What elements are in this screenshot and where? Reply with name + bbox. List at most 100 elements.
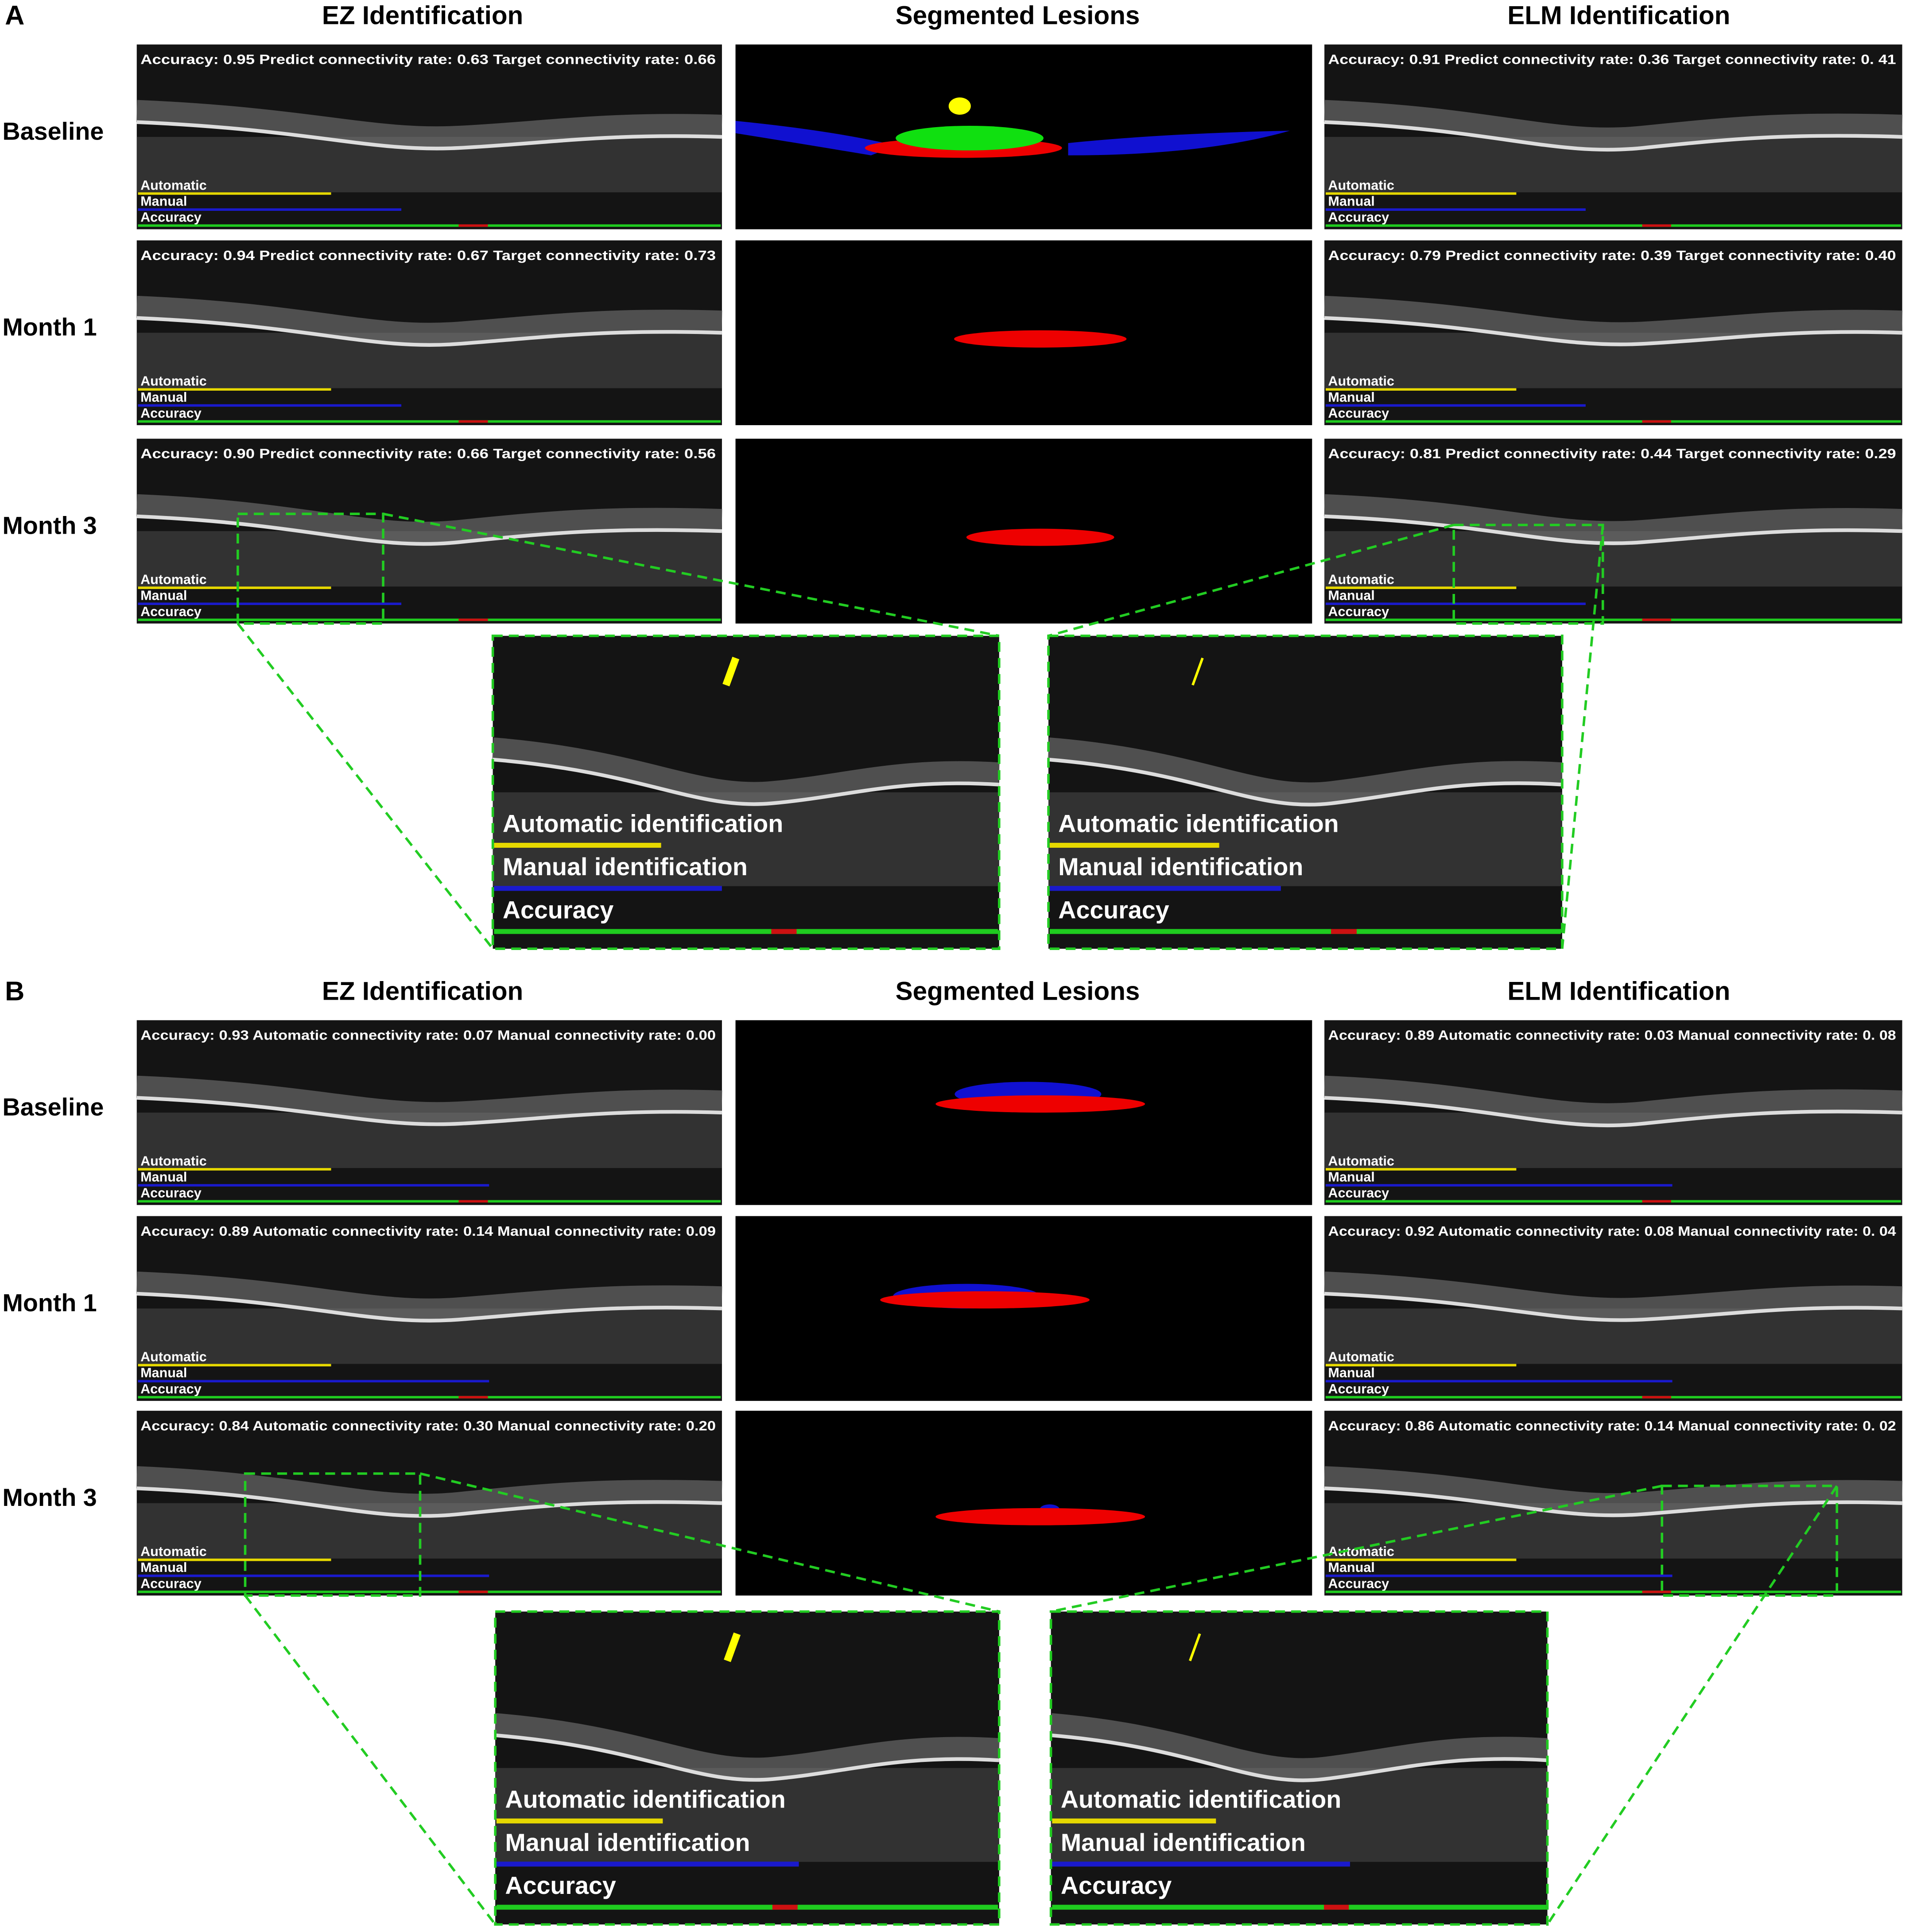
accuracy-header: Accuracy: 0.90 Predict connectivity rate… (140, 446, 716, 462)
column-title: EZ Identification (322, 977, 523, 1006)
accuracy-header: Accuracy: 0.91 Predict connectivity rate… (1328, 52, 1896, 67)
lesion-green (896, 126, 1044, 151)
segmentation-image (735, 1411, 1312, 1596)
accuracy-header: Accuracy: 0.89 Automatic connectivity ra… (140, 1224, 716, 1239)
zoom-connector (1051, 1485, 1662, 1613)
rpe-band (1324, 120, 1902, 152)
arrow (1189, 1633, 1201, 1661)
oct-tissue (493, 792, 999, 886)
zoom-connector (244, 1594, 497, 1925)
accuracy-header: Accuracy: 0.93 Automatic connectivity ra… (140, 1028, 716, 1043)
zoom-frame (494, 1610, 1001, 1926)
track-label: Manual identification (1058, 853, 1303, 881)
zoom-source (237, 512, 384, 625)
lesion-red (966, 528, 1114, 546)
rpe-band (1324, 316, 1902, 346)
rpe-band (136, 120, 722, 151)
rpe-band (1051, 1733, 1548, 1782)
zoom-connector (1561, 524, 1604, 949)
lesion-red (954, 330, 1127, 348)
track-label: Accuracy (1328, 604, 1389, 619)
accuracy-header: Accuracy: 0.84 Automatic connectivity ra… (140, 1418, 716, 1433)
zoom-frame (1047, 634, 1564, 950)
retina-band (136, 100, 722, 149)
rpe-band (1324, 1292, 1902, 1322)
column-title: EZ Identification (322, 1, 523, 30)
track-label: Accuracy (1328, 1186, 1389, 1201)
track-label: Manual (140, 1366, 187, 1381)
zoom-connector (383, 512, 1000, 637)
zoom-connector (1048, 524, 1454, 637)
rpe-band (136, 1486, 722, 1518)
retina-band (1050, 1713, 1548, 1781)
retina-band (136, 1466, 722, 1516)
track-label: Accuracy (1328, 1576, 1389, 1591)
track-label: Accuracy (1328, 210, 1389, 225)
oct-tissue (1051, 1768, 1548, 1862)
retina-band (1324, 1271, 1903, 1320)
track-label: Manual (1328, 1169, 1374, 1184)
lesion-red (935, 1508, 1145, 1525)
accuracy-header: Accuracy: 0.81 Predict connectivity rate… (1328, 446, 1896, 462)
retina-band (492, 737, 1000, 804)
retina-band (1324, 295, 1903, 345)
column-title: ELM Identification (1507, 1, 1730, 30)
track-label: Automatic identification (1058, 810, 1339, 838)
lesion-blue (1068, 131, 1290, 155)
column-title: Segmented Lesions (896, 977, 1140, 1006)
rpe-band (495, 1733, 1000, 1782)
rpe-band (493, 757, 1000, 806)
track-label: Automatic (140, 1544, 207, 1559)
panel-label: B (5, 976, 24, 1006)
track-label: Manual (1328, 390, 1374, 405)
rpe-band (136, 514, 722, 546)
rpe-band (1324, 1486, 1902, 1517)
arrow (1191, 657, 1204, 686)
track-label: Automatic (1328, 178, 1394, 193)
track-label: Automatic identification (505, 1786, 785, 1813)
retina-band (1324, 494, 1903, 543)
track-label: Accuracy (140, 604, 202, 619)
lesion-red (880, 1291, 1090, 1309)
track-label: Manual (140, 390, 187, 405)
lesion-yellow (948, 97, 971, 115)
track-label: Automatic (140, 1350, 207, 1365)
track-label: Automatic (140, 178, 207, 193)
track-label: Manual identification (1061, 1829, 1306, 1856)
track-label: Automatic (1328, 1350, 1394, 1365)
track-label: Accuracy (1328, 406, 1389, 421)
segmentation-image (735, 1216, 1312, 1401)
zoom-source (244, 1472, 422, 1597)
accuracy-header: Accuracy: 0.89 Automatic connectivity ra… (1328, 1028, 1896, 1043)
retina-band (136, 494, 722, 544)
rpe-band (1048, 757, 1563, 807)
track-label: Automatic identification (1061, 1786, 1341, 1813)
retina-band (136, 1271, 722, 1321)
accuracy-header: Accuracy: 0.86 Automatic connectivity ra… (1328, 1418, 1896, 1433)
row-label: Month 3 (3, 1484, 97, 1511)
row-label: Month 3 (3, 512, 97, 539)
track-label: Automatic (140, 374, 207, 389)
track-label: Manual (1328, 1366, 1374, 1381)
retina-band (1324, 100, 1903, 150)
rpe-band (1324, 1096, 1902, 1128)
retina-band (494, 1713, 1000, 1780)
accuracy-header: Accuracy: 0.94 Predict connectivity rate… (140, 248, 716, 263)
segmentation-image (735, 1020, 1312, 1205)
oct-tissue (1048, 792, 1562, 886)
track-label: Automatic (140, 1153, 207, 1168)
rpe-band (136, 1292, 722, 1323)
track-label: Manual (140, 1560, 187, 1575)
track-label: Manual (140, 1169, 187, 1184)
panel-label: A (5, 0, 24, 30)
track-label: Accuracy (503, 896, 613, 923)
track-label: Accuracy (140, 406, 202, 421)
rpe-band (136, 1096, 722, 1126)
retina-band (1324, 1075, 1903, 1125)
accuracy-header: Accuracy: 0.79 Predict connectivity rate… (1328, 248, 1896, 263)
accuracy-header: Accuracy: 0.92 Automatic connectivity ra… (1328, 1224, 1896, 1239)
track-label: Automatic identification (503, 810, 783, 838)
zoom-source (1452, 524, 1604, 625)
